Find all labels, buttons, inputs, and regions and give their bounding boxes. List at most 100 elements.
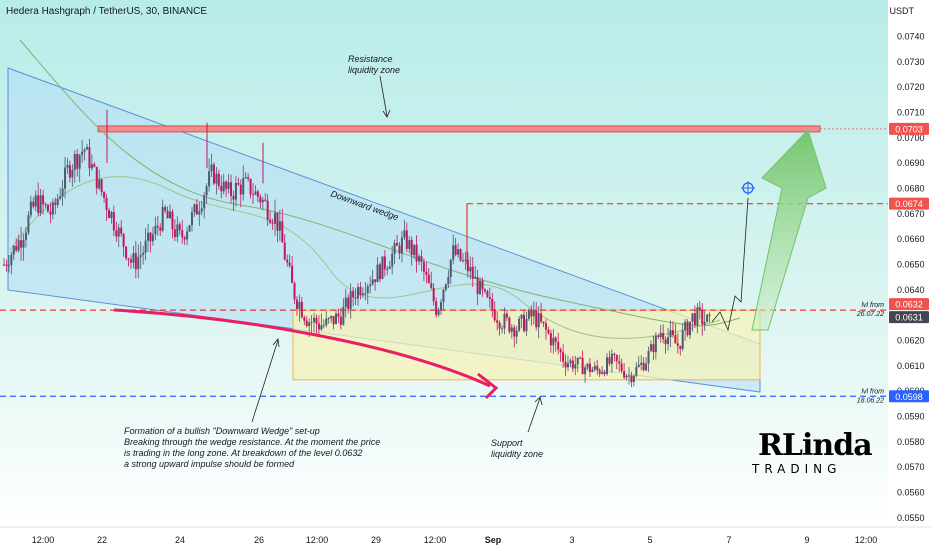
candle-body xyxy=(24,232,27,241)
candle-body xyxy=(447,276,450,285)
description-line-2: Breaking through the wedge resistance. A… xyxy=(124,437,380,447)
candle-body xyxy=(566,363,569,368)
candle-body xyxy=(149,232,152,242)
candle-body xyxy=(283,242,286,260)
y-tick-label: 0.0680 xyxy=(897,183,925,193)
candle-body xyxy=(610,353,613,364)
support-pointer-line xyxy=(527,397,541,433)
candle-body xyxy=(54,202,57,205)
candle-body xyxy=(129,259,132,263)
candle-body xyxy=(208,171,211,187)
x-tick-label: 12:00 xyxy=(855,535,878,545)
candle-body xyxy=(217,173,220,186)
price-tag-resistance-bg xyxy=(889,122,929,135)
candle-body xyxy=(520,314,523,319)
candle-body xyxy=(156,225,159,228)
candle-body xyxy=(547,329,550,334)
candle-body xyxy=(298,301,301,309)
candle-body xyxy=(266,200,269,220)
x-tick-label: 5 xyxy=(647,535,652,545)
candle-body xyxy=(254,191,257,195)
candle-body xyxy=(193,204,196,213)
candle-body xyxy=(212,164,215,184)
candle-body xyxy=(662,332,665,340)
candle-body xyxy=(664,339,667,345)
y-tick-label: 0.0660 xyxy=(897,234,925,244)
candle-body xyxy=(12,245,15,255)
candle-body xyxy=(244,177,247,179)
description-pointer-head xyxy=(272,338,280,348)
candle-body xyxy=(618,361,621,364)
candle-body xyxy=(654,335,657,353)
candle-body xyxy=(659,332,662,338)
candle-body xyxy=(291,265,294,283)
candle-body xyxy=(657,335,660,338)
candle-body xyxy=(147,232,150,241)
resistance-zone-bar xyxy=(97,125,821,133)
candle-body xyxy=(630,375,633,383)
candle-body xyxy=(444,284,447,290)
candle-body xyxy=(288,262,291,266)
projection-path xyxy=(711,197,749,332)
candle-body xyxy=(203,195,206,209)
candle-body xyxy=(371,279,374,285)
candle-body xyxy=(515,330,518,337)
candle-body xyxy=(56,198,59,205)
candle-body xyxy=(586,363,589,368)
candle-body xyxy=(234,182,237,200)
candle-body xyxy=(527,310,530,319)
candle-body xyxy=(435,301,438,315)
candle-body xyxy=(68,165,71,178)
x-tick-label: 7 xyxy=(726,535,731,545)
candle-body xyxy=(374,279,377,283)
candle-body xyxy=(342,306,345,325)
y-tick-label: 0.0620 xyxy=(897,336,925,346)
candle-body xyxy=(476,277,479,295)
candle-body xyxy=(317,323,320,330)
candle-body xyxy=(276,212,279,231)
candle-body xyxy=(354,297,357,299)
chart-title: Hedera Hashgraph / TetherUS, 30, BINANCE xyxy=(6,6,208,17)
candle-body xyxy=(271,222,274,224)
candle-body xyxy=(215,173,218,184)
candle-body xyxy=(474,277,477,279)
candle-body xyxy=(169,211,172,219)
candle-body xyxy=(200,208,203,212)
candle-body xyxy=(183,237,186,240)
candle-body xyxy=(601,371,604,374)
candle-body xyxy=(134,253,137,270)
logo-main-text: RLinda xyxy=(758,428,873,463)
candle-body xyxy=(39,195,42,214)
bullish-target-arrow xyxy=(751,129,827,331)
candle-body xyxy=(381,256,384,280)
candle-body xyxy=(176,224,179,237)
candle-body xyxy=(37,195,40,214)
candle-body xyxy=(596,365,599,371)
candle-body xyxy=(120,227,123,234)
candle-body xyxy=(81,151,84,156)
candle-body xyxy=(544,323,547,330)
candle-body xyxy=(420,256,423,262)
candle-body xyxy=(349,291,352,309)
level-0598-note-1: lvl from xyxy=(861,388,884,395)
support-zone-label-1: Support xyxy=(491,438,523,448)
candle-body xyxy=(523,314,526,332)
candle-body xyxy=(105,197,108,211)
candle-body xyxy=(676,343,679,346)
candle-body xyxy=(483,289,486,292)
x-tick-label: 3 xyxy=(569,535,574,545)
price-tag-resistance: 0.0703 xyxy=(895,124,923,134)
price-tag-current: 0.0631 xyxy=(895,313,923,323)
level-0598-note-2: 18.06.22 xyxy=(857,397,884,404)
candle-body xyxy=(684,321,687,331)
candle-body xyxy=(320,325,323,330)
candle-body xyxy=(562,352,565,362)
candle-body xyxy=(366,286,369,294)
candle-body xyxy=(364,293,367,295)
price-tag-support-bg xyxy=(889,390,929,403)
currency-label: USDT xyxy=(889,6,915,16)
candle-body xyxy=(222,181,225,192)
brand-logo: RLinda TRADING xyxy=(752,428,873,480)
candle-body xyxy=(530,310,533,317)
